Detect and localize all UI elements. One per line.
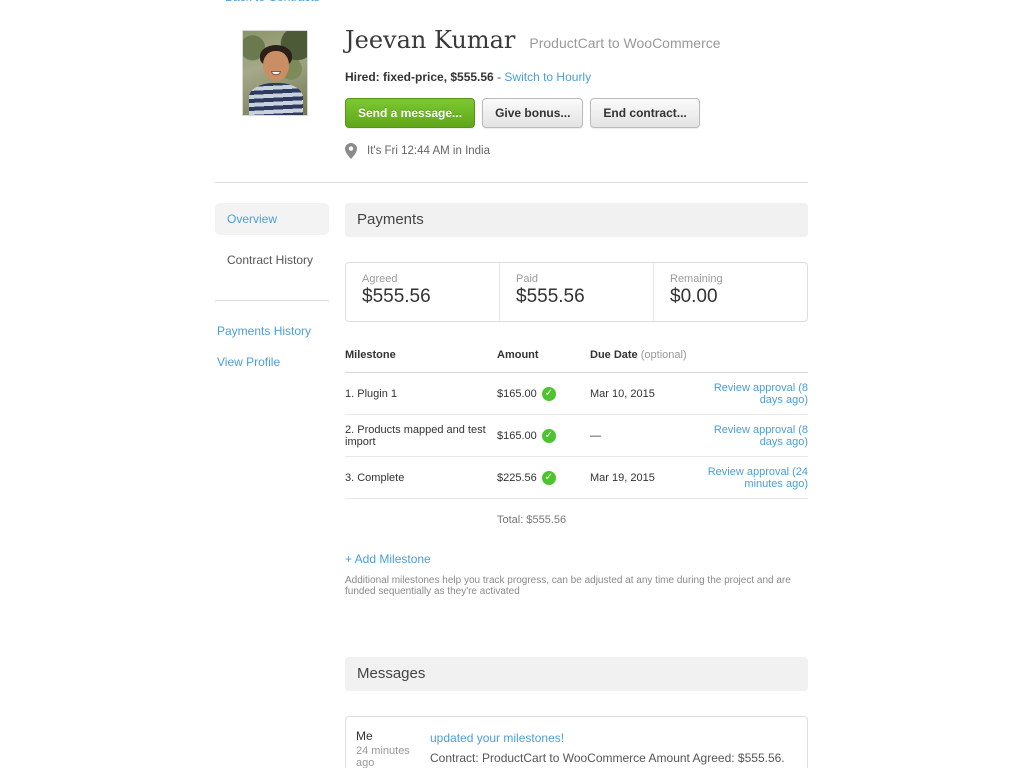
review-approval-link[interactable]: Review approval (24 minutes ago) [707, 465, 808, 490]
milestone-amount-value: $165.00 [497, 387, 537, 400]
milestone-due-date: — [590, 429, 601, 442]
payments-section-header: Payments [345, 203, 808, 237]
milestone-amount: $165.00 [497, 386, 590, 401]
milestone-row-2: 2. Products mapped and test import $165.… [345, 415, 808, 457]
sidebar-nav: Overview Contract History Payments Histo… [215, 203, 329, 381]
freelancer-name: Jeevan Kumar [345, 26, 516, 54]
send-message-button[interactable]: Send a message... [345, 98, 476, 128]
summary-paid-amount: $555.56 [516, 286, 585, 307]
summary-remaining: Remaining $0.00 [653, 263, 807, 321]
message-timestamp: 24 minutes ago [356, 745, 410, 768]
milestone-due-date: Mar 10, 2015 [590, 387, 655, 400]
avatar-face [263, 51, 289, 81]
back-to-contracts-link[interactable]: « Back to Contracts [215, 0, 320, 4]
message-content: updated your milestones! Contract: Produ… [422, 729, 815, 768]
add-milestone-note: Additional milestones help you track pro… [345, 575, 791, 597]
hired-separator: - [493, 70, 505, 84]
column-due-date: Due Date (optional) [590, 349, 690, 361]
add-milestone-link[interactable]: + Add Milestone [345, 552, 431, 566]
milestone-name: 2. Products mapped and test import [345, 423, 486, 448]
milestone-due-date: Mar 19, 2015 [590, 471, 655, 484]
summary-agreed-label: Agreed [362, 273, 398, 285]
message-title-link[interactable]: updated your milestones! [430, 731, 565, 745]
milestone-amount-value: $225.56 [497, 471, 537, 484]
column-amount: Amount [497, 349, 539, 361]
main-content: Payments Agreed $555.56 Paid $555.56 Rem… [345, 203, 808, 768]
milestone-name: 3. Complete [345, 471, 405, 484]
approved-check-icon [541, 470, 556, 485]
location-pin-icon [345, 143, 357, 159]
sidebar-item-contract-history[interactable]: Contract History [227, 253, 314, 267]
messages-section-header: Messages [345, 657, 808, 691]
give-bonus-button[interactable]: Give bonus... [482, 98, 584, 128]
sidebar-divider [215, 300, 329, 301]
contract-title: ProductCart to WooCommerce [529, 35, 721, 51]
avatar-shirt [249, 83, 303, 115]
message-item: Me 24 minutes ago updated your milestone… [345, 716, 808, 768]
milestones-table-header: Milestone Amount Due Date (optional) [345, 349, 808, 373]
review-approval-link[interactable]: Review approval (8 days ago) [713, 381, 808, 406]
local-time-row: It's Fri 12:44 AM in India [345, 143, 815, 159]
milestone-amount: $225.56 [497, 470, 590, 485]
milestone-amount: $165.00 [497, 428, 590, 443]
milestone-row-1: 1. Plugin 1 $165.00 Mar 10, 2015 Review … [345, 373, 808, 415]
header-divider [215, 182, 808, 183]
hired-info: Hired: fixed-price, $555.56 - Switch to … [345, 70, 815, 84]
contract-header: Jeevan Kumar ProductCart to WooCommerce … [345, 26, 815, 159]
review-approval-link[interactable]: Review approval (8 days ago) [713, 423, 808, 448]
milestones-table: Milestone Amount Due Date (optional) 1. … [345, 349, 808, 526]
milestone-name: 1. Plugin 1 [345, 387, 397, 400]
column-due-date-label: Due Date [590, 349, 638, 361]
column-due-date-note: (optional) [637, 349, 687, 361]
summary-paid: Paid $555.56 [499, 263, 653, 321]
summary-agreed-amount: $555.56 [362, 286, 431, 307]
summary-paid-label: Paid [516, 273, 539, 285]
sidebar-item-overview[interactable]: Overview [215, 203, 329, 235]
message-author: Me [356, 729, 373, 743]
approved-check-icon [541, 386, 556, 401]
sidebar-link-view-profile[interactable]: View Profile [217, 355, 281, 369]
message-meta: Me 24 minutes ago [356, 729, 422, 768]
payments-summary: Agreed $555.56 Paid $555.56 Remaining $0… [345, 262, 808, 322]
summary-remaining-amount: $0.00 [670, 286, 718, 307]
end-contract-button[interactable]: End contract... [590, 98, 700, 128]
sidebar-link-payments-history[interactable]: Payments History [217, 324, 312, 338]
summary-agreed: Agreed $555.56 [346, 263, 499, 321]
milestone-row-3: 3. Complete $225.56 Mar 19, 2015 Review … [345, 457, 808, 499]
hired-terms: Hired: fixed-price, $555.56 [345, 70, 494, 84]
approved-check-icon [541, 428, 556, 443]
profile-photo [242, 30, 308, 116]
milestones-total: Total: $555.56 [497, 514, 567, 526]
milestone-amount-value: $165.00 [497, 429, 537, 442]
message-body: Contract: ProductCart to WooCommerce Amo… [430, 751, 785, 765]
action-buttons: Send a message... Give bonus... End cont… [345, 98, 815, 128]
column-milestone: Milestone [345, 349, 396, 361]
local-time-text: It's Fri 12:44 AM in India [367, 145, 491, 157]
switch-to-hourly-link[interactable]: Switch to Hourly [504, 70, 592, 84]
summary-remaining-label: Remaining [670, 273, 723, 285]
